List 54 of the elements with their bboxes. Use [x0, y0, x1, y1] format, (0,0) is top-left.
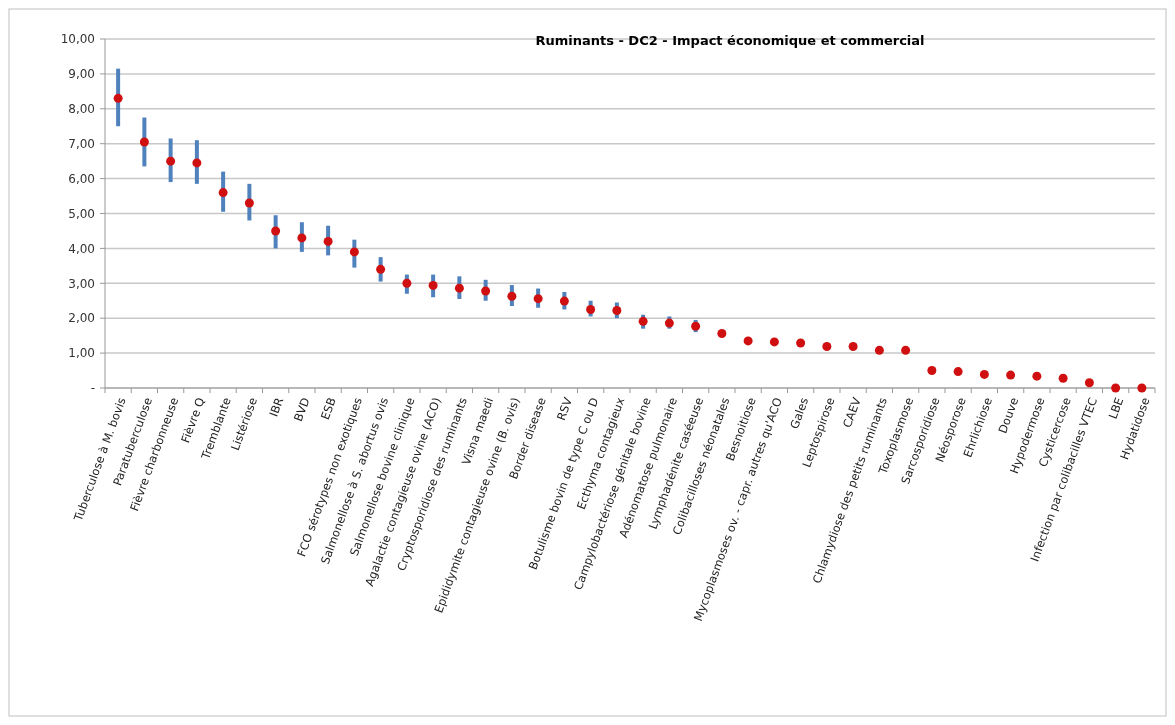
point — [297, 233, 307, 243]
point — [979, 369, 989, 379]
point — [192, 158, 202, 168]
chart-title: Ruminants - DC2 - Impact économique et commercial — [535, 32, 925, 48]
point — [901, 345, 911, 355]
point — [113, 93, 123, 103]
point — [323, 236, 333, 246]
y-tick-label: 3,00 — [68, 276, 95, 291]
point — [953, 367, 963, 377]
point — [218, 188, 228, 198]
x-tick-label: RSV — [553, 395, 576, 423]
point — [166, 156, 176, 166]
x-tick-label: ESB — [317, 395, 339, 422]
point — [1111, 383, 1121, 393]
x-tick-label: IBR — [266, 395, 287, 419]
point — [454, 283, 464, 293]
point — [1058, 373, 1068, 383]
y-tick-label: - — [90, 381, 95, 396]
point — [743, 336, 753, 346]
point — [244, 198, 254, 208]
point — [586, 304, 596, 314]
x-tick-label: BVD — [291, 395, 313, 424]
point — [533, 294, 543, 304]
point — [481, 286, 491, 296]
y-tick-label: 4,00 — [68, 241, 95, 256]
point — [376, 264, 386, 274]
point — [1137, 383, 1147, 393]
y-tick-label: 2,00 — [68, 311, 95, 326]
point — [271, 226, 281, 236]
point — [874, 345, 884, 355]
point — [1084, 378, 1094, 388]
point — [612, 306, 622, 316]
point — [559, 296, 569, 306]
point — [402, 278, 412, 288]
point — [428, 280, 438, 290]
point — [822, 341, 832, 351]
y-tick-label: 8,00 — [68, 102, 95, 116]
x-tick-label: CAEV — [839, 395, 864, 430]
point — [349, 247, 359, 257]
point — [139, 137, 149, 147]
point — [796, 338, 806, 348]
point — [927, 366, 937, 376]
y-tick-label: 1,00 — [68, 346, 95, 361]
y-tick-label: 7,00 — [68, 136, 95, 151]
point — [769, 337, 779, 347]
point — [1006, 370, 1016, 380]
point — [717, 329, 727, 339]
y-tick-label: 9,00 — [68, 67, 95, 82]
point — [1032, 371, 1042, 381]
y-tick-label: 10,00 — [60, 32, 95, 47]
point — [507, 291, 517, 301]
y-tick-label: 6,00 — [68, 171, 95, 186]
point — [848, 341, 858, 351]
y-tick-label: 5,00 — [68, 206, 95, 221]
